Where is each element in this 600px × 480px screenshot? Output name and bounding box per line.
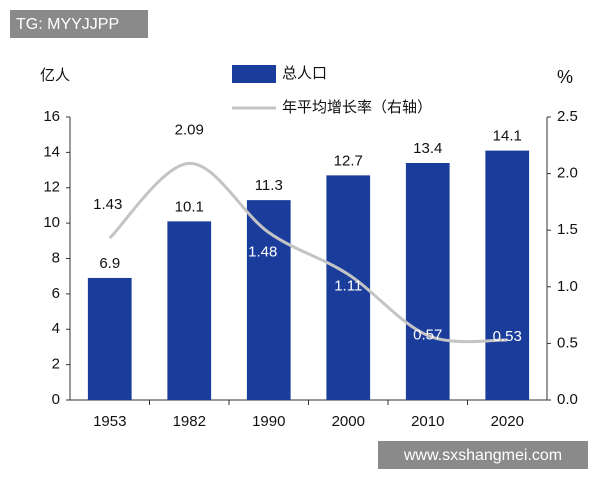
y-tick-label: 2 xyxy=(52,356,60,373)
watermark: TG: MYYJJPP xyxy=(16,16,119,33)
legend-label: 总人口 xyxy=(282,65,327,82)
legend-label: 年平均增长率（右轴） xyxy=(282,99,432,116)
bar xyxy=(326,175,371,400)
y2-tick-label: 1.0 xyxy=(557,278,578,295)
bar xyxy=(167,221,212,400)
y2-tick-label: 1.5 xyxy=(557,221,578,238)
x-tick-label: 2010 xyxy=(411,413,444,430)
line-value-label: 0.53 xyxy=(493,328,522,345)
line-value-label: 0.57 xyxy=(413,326,442,343)
bar-value-label: 14.1 xyxy=(493,128,522,145)
y2-axis-label: % xyxy=(557,67,573,87)
y-tick-label: 14 xyxy=(43,143,60,160)
line-value-label: 1.48 xyxy=(248,243,277,260)
y2-tick-label: 0.0 xyxy=(557,391,578,408)
y-tick-label: 0 xyxy=(52,391,60,408)
x-tick-label: 1953 xyxy=(93,413,126,430)
bar-value-label: 11.3 xyxy=(255,177,283,194)
y-tick-label: 8 xyxy=(52,249,60,266)
y2-tick-label: 0.5 xyxy=(557,334,578,351)
y2-tick-label: 2.5 xyxy=(557,108,578,125)
legend-swatch xyxy=(232,65,276,83)
x-tick-label: 1990 xyxy=(252,413,285,430)
x-tick-label: 2020 xyxy=(491,413,524,430)
line-value-label: 1.11 xyxy=(334,277,362,294)
line-value-label: 1.43 xyxy=(93,196,122,213)
y-tick-label: 10 xyxy=(43,214,60,231)
watermark-box xyxy=(10,10,148,38)
bar-value-label: 10.1 xyxy=(175,198,204,215)
bar xyxy=(87,277,132,400)
bar xyxy=(485,150,530,400)
y-tick-label: 6 xyxy=(52,285,60,302)
x-tick-label: 1982 xyxy=(173,413,206,430)
bar xyxy=(405,162,450,400)
line-value-label: 2.09 xyxy=(175,121,204,138)
bar-value-label: 6.9 xyxy=(99,255,120,272)
y-tick-label: 4 xyxy=(52,320,60,337)
y2-tick-label: 2.0 xyxy=(557,165,578,182)
y-axis-label: 亿人 xyxy=(40,67,70,84)
watermark-box xyxy=(378,441,588,469)
bar-value-label: 12.7 xyxy=(334,152,363,169)
x-tick-label: 2000 xyxy=(332,413,365,430)
bar xyxy=(246,200,291,400)
watermark: www.sxshangmei.com xyxy=(403,447,562,464)
bar-value-label: 13.4 xyxy=(413,140,442,157)
y-tick-label: 16 xyxy=(43,108,60,125)
y-tick-label: 12 xyxy=(43,179,60,196)
line xyxy=(108,161,508,344)
